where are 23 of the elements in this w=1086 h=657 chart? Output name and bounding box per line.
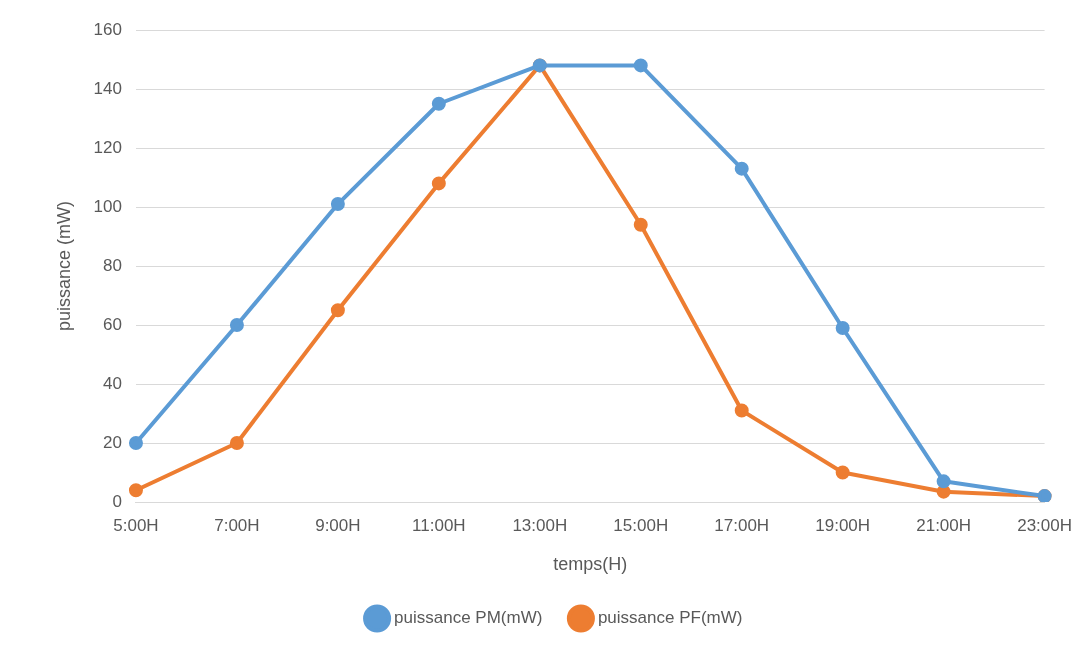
x-tick-label: 11:00H — [412, 515, 466, 535]
y-tick-label: 40 — [103, 373, 122, 393]
y-tick-label: 120 — [93, 137, 122, 157]
x-axis-title: temps(H) — [553, 554, 628, 575]
y-tick-label: 160 — [93, 19, 122, 39]
y-axis-title: puissance (mW) — [53, 200, 74, 332]
x-tick-label: 5:00H — [113, 515, 159, 535]
y-tick-label: 140 — [93, 78, 122, 98]
y-tick-label: 0 — [112, 491, 122, 511]
x-tick-label: 13:00H — [512, 515, 568, 535]
y-tick-label: 20 — [103, 432, 122, 452]
legend-label: puissance PF(mW) — [597, 608, 743, 628]
y-tick-label: 80 — [103, 255, 122, 275]
x-tick-label: 21:00H — [916, 515, 972, 535]
y-tick-label: 60 — [103, 314, 122, 334]
x-tick-label: 19:00H — [815, 515, 871, 535]
x-tick-label: 15:00H — [613, 515, 669, 535]
x-tick-label: 23:00H — [1017, 515, 1072, 535]
x-tick-label: 17:00H — [714, 515, 770, 535]
x-tick-label: 7:00H — [214, 515, 260, 535]
x-tick-label: 9:00H — [315, 515, 361, 535]
y-tick-label: 100 — [93, 196, 122, 216]
legend-label: puissance PM(mW) — [394, 608, 543, 628]
